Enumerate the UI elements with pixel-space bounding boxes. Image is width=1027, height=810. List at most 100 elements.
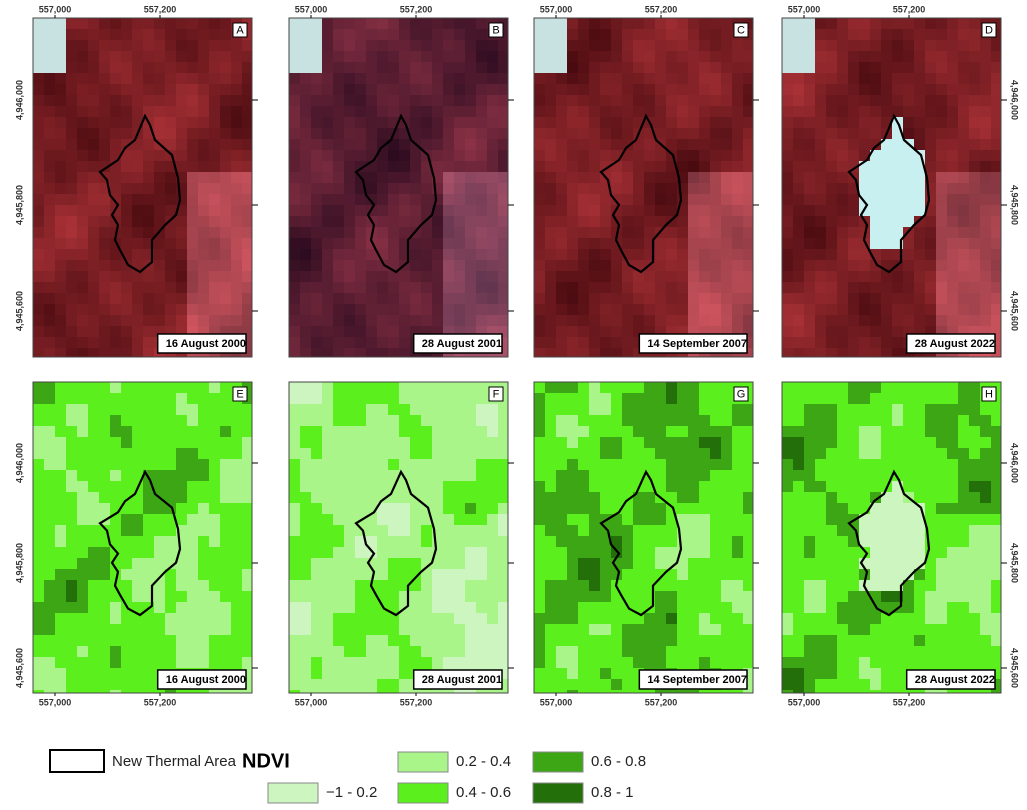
map-cell (969, 569, 980, 580)
map-cell (344, 161, 355, 172)
map-cell (815, 150, 826, 161)
map-cell (710, 51, 721, 62)
map-cell (377, 448, 388, 459)
map-cell (567, 227, 578, 238)
map-cell (432, 393, 443, 404)
map-cell (666, 117, 677, 128)
map-cell (804, 337, 815, 348)
map-cell (121, 569, 132, 580)
map-cell (677, 635, 688, 646)
map-cell (300, 635, 311, 646)
map-cell (947, 18, 958, 29)
map-cell (534, 62, 545, 73)
map-cell (578, 150, 589, 161)
map-cell (487, 150, 498, 161)
map-cell (132, 293, 143, 304)
map-cell (892, 459, 903, 470)
map-cell (220, 293, 231, 304)
map-cell (545, 150, 556, 161)
map-cell (176, 426, 187, 437)
map-cell (567, 216, 578, 227)
map-cell (578, 260, 589, 271)
map-cell (121, 18, 132, 29)
map-cell (55, 205, 66, 216)
map-cell (743, 117, 753, 128)
map-panel: C14 September 2007557,000557,200 (534, 4, 759, 357)
map-cell (782, 591, 793, 602)
map-cell (198, 635, 209, 646)
map-cell (399, 437, 410, 448)
map-cell (677, 591, 688, 602)
panel-letter: C (737, 24, 745, 36)
map-cell (289, 437, 300, 448)
map-cell (187, 18, 198, 29)
map-cell (925, 613, 936, 624)
map-cell (545, 657, 556, 668)
map-cell (110, 326, 121, 337)
map-cell (611, 139, 622, 150)
map-cell (611, 18, 622, 29)
map-cell (699, 227, 710, 238)
map-cell (958, 382, 969, 393)
map-cell (465, 536, 476, 547)
map-cell (622, 161, 633, 172)
map-cell (622, 304, 633, 315)
y-tick-label: 4,945,800 (1010, 185, 1020, 225)
map-cell (322, 205, 333, 216)
map-cell (947, 29, 958, 40)
map-cell (377, 459, 388, 470)
map-cell (699, 139, 710, 150)
map-cell (66, 657, 77, 668)
map-cell (289, 337, 300, 348)
map-cell (903, 73, 914, 84)
map-cell (242, 117, 252, 128)
map-cell (699, 503, 710, 514)
map-cell (187, 216, 198, 227)
map-cell (187, 558, 198, 569)
y-tick-label: 4,945,600 (14, 291, 24, 331)
map-cell (991, 547, 1001, 558)
map-cell (892, 525, 903, 536)
map-cell (600, 602, 611, 613)
map-cell (121, 172, 132, 183)
map-cell (176, 437, 187, 448)
map-cell (55, 591, 66, 602)
map-cell (410, 282, 421, 293)
map-cell (209, 415, 220, 426)
map-cell (699, 128, 710, 139)
map-cell (688, 415, 699, 426)
map-cell (633, 238, 644, 249)
map-cell (534, 172, 545, 183)
map-cell (110, 183, 121, 194)
map-cell (165, 18, 176, 29)
map-cell (925, 470, 936, 481)
map-cell (991, 426, 1001, 437)
map-cell (454, 459, 465, 470)
map-cell (300, 95, 311, 106)
map-cell (958, 238, 969, 249)
map-cell (622, 679, 633, 690)
map-cell (187, 591, 198, 602)
map-cell (311, 84, 322, 95)
map-cell (556, 29, 567, 40)
map-cell (399, 635, 410, 646)
map-cell (154, 18, 165, 29)
map-cell (534, 393, 545, 404)
map-cell (710, 492, 721, 503)
map-cell (903, 635, 914, 646)
map-cell (925, 492, 936, 503)
map-cell (815, 348, 826, 357)
map-cell (837, 293, 848, 304)
map-cell (443, 40, 454, 51)
map-cell (77, 635, 88, 646)
map-cell (914, 613, 925, 624)
map-cell (66, 382, 77, 393)
map-cell (699, 29, 710, 40)
map-cell (209, 271, 220, 282)
map-cell (534, 249, 545, 260)
map-cell (322, 404, 333, 415)
map-cell (688, 315, 699, 326)
map-cell (55, 382, 66, 393)
map-cell (721, 183, 732, 194)
map-cell (589, 238, 600, 249)
